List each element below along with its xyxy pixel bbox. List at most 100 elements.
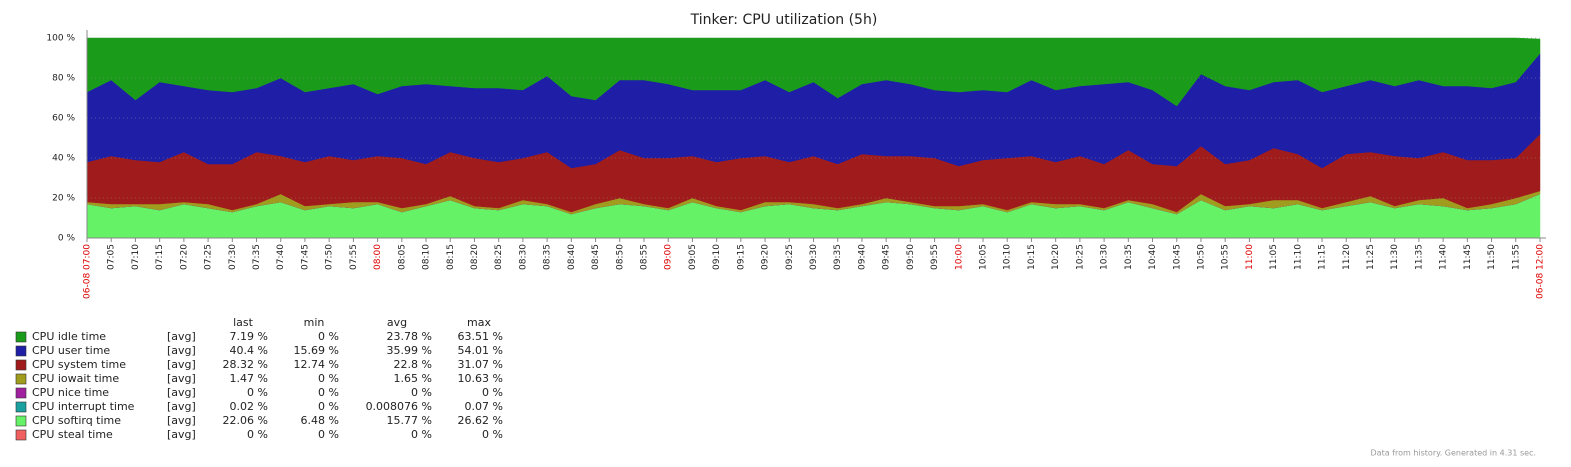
legend-header: min bbox=[304, 316, 325, 329]
x-tick-label: 11:20 bbox=[1342, 244, 1352, 270]
legend-stat: 0 % bbox=[411, 386, 432, 399]
legend-func: [avg] bbox=[167, 344, 196, 357]
x-tick-label: 07:35 bbox=[252, 244, 262, 270]
x-tick-label: 07:55 bbox=[349, 244, 359, 270]
legend-stat: 1.65 % bbox=[394, 372, 432, 385]
x-tick-label: 08:50 bbox=[615, 244, 625, 270]
x-tick-label: 09:20 bbox=[761, 244, 771, 270]
x-tick-label: 07:20 bbox=[179, 244, 189, 270]
legend-stat: 54.01 % bbox=[458, 344, 503, 357]
legend-func: [avg] bbox=[167, 386, 196, 399]
x-tick-label: 09:50 bbox=[906, 244, 916, 270]
y-tick-label: 80 % bbox=[52, 74, 75, 84]
x-tick-label: 11:30 bbox=[1390, 244, 1400, 270]
chart-title: Tinker: CPU utilization (5h) bbox=[690, 12, 878, 28]
legend-stat: 22.06 % bbox=[223, 414, 268, 427]
legend-stat: 0.008076 % bbox=[366, 400, 432, 413]
legend-stat: 0 % bbox=[318, 400, 339, 413]
x-tick-label: 09:00 bbox=[664, 244, 674, 270]
x-tick-label: 10:35 bbox=[1124, 244, 1134, 270]
x-tick-label: 11:10 bbox=[1293, 244, 1303, 270]
legend-stat: 0 % bbox=[318, 428, 339, 441]
legend-name: CPU softirq time bbox=[32, 414, 121, 427]
legend-stat: 0 % bbox=[482, 428, 503, 441]
legend-name: CPU iowait time bbox=[32, 372, 119, 385]
x-tick-label: 07:25 bbox=[204, 244, 214, 270]
y-tick-label: 0 % bbox=[58, 234, 76, 244]
legend-swatch bbox=[15, 401, 27, 413]
x-tick-label: 09:40 bbox=[857, 244, 867, 270]
legend-stat: 0 % bbox=[318, 330, 339, 343]
y-tick-label: 100 % bbox=[46, 34, 75, 44]
legend-header: avg bbox=[387, 316, 407, 329]
x-tick-label: 07:05 bbox=[107, 244, 117, 270]
legend-stat: 1.47 % bbox=[230, 372, 268, 385]
x-tick-label: 09:15 bbox=[736, 244, 746, 270]
x-tick-label: 10:10 bbox=[1003, 244, 1013, 270]
x-tick-label: 09:10 bbox=[712, 244, 722, 270]
x-tick-label: 10:00 bbox=[954, 244, 964, 270]
legend-name: CPU user time bbox=[32, 344, 110, 357]
legend-stat: 0 % bbox=[247, 386, 268, 399]
x-tick-label: 08:55 bbox=[639, 244, 649, 270]
legend-name: CPU interrupt time bbox=[32, 400, 135, 413]
x-tick-label: 10:25 bbox=[1075, 244, 1085, 270]
x-tick-label: 10:05 bbox=[979, 244, 989, 270]
x-tick-label: 10:45 bbox=[1172, 244, 1182, 270]
legend-name: CPU system time bbox=[32, 358, 126, 371]
x-tick-label: 11:25 bbox=[1366, 244, 1376, 270]
x-tick-label: 09:25 bbox=[785, 244, 795, 270]
legend-stat: 26.62 % bbox=[458, 414, 503, 427]
legend-stat: 6.48 % bbox=[301, 414, 339, 427]
legend-header: last bbox=[233, 316, 254, 329]
x-tick-label: 10:50 bbox=[1196, 244, 1206, 270]
legend-stat: 0 % bbox=[318, 372, 339, 385]
legend-stat: 63.51 % bbox=[458, 330, 503, 343]
x-tick-label: 10:55 bbox=[1221, 244, 1231, 270]
x-tick-label: 11:15 bbox=[1318, 244, 1328, 270]
legend-stat: 0 % bbox=[411, 428, 432, 441]
x-tick-label: 11:40 bbox=[1439, 244, 1449, 270]
x-tick-label: 08:25 bbox=[494, 244, 504, 270]
x-tick-label: 08:05 bbox=[397, 244, 407, 270]
legend-stat: 10.63 % bbox=[458, 372, 503, 385]
x-tick-label: 08:00 bbox=[373, 244, 383, 270]
legend-swatch bbox=[15, 429, 27, 441]
legend-stat: 0.07 % bbox=[465, 400, 503, 413]
x-tick-label: 07:10 bbox=[131, 244, 141, 270]
legend-stat: 40.4 % bbox=[230, 344, 268, 357]
x-tick-label: 10:15 bbox=[1027, 244, 1037, 270]
x-tick-label: 08:10 bbox=[422, 244, 432, 270]
x-tick-label: 07:50 bbox=[325, 244, 335, 270]
x-tick-label: 08:15 bbox=[446, 244, 456, 270]
legend-func: [avg] bbox=[167, 414, 196, 427]
y-tick-label: 40 % bbox=[52, 154, 75, 164]
x-tick-label: 07:45 bbox=[300, 244, 310, 270]
x-tick-label: 08:40 bbox=[567, 244, 577, 270]
x-tick-label: 10:40 bbox=[1148, 244, 1158, 270]
legend-stat: 31.07 % bbox=[458, 358, 503, 371]
legend-swatch bbox=[15, 359, 27, 371]
legend-stat: 0 % bbox=[318, 386, 339, 399]
legend-header: max bbox=[467, 316, 491, 329]
legend-swatch bbox=[15, 387, 27, 399]
x-tick-label: 08:35 bbox=[543, 244, 553, 270]
y-tick-label: 20 % bbox=[52, 194, 75, 204]
legend-stat: 22.8 % bbox=[394, 358, 432, 371]
legend-func: [avg] bbox=[167, 400, 196, 413]
x-tick-label: 09:05 bbox=[688, 244, 698, 270]
legend-stat: 23.78 % bbox=[387, 330, 432, 343]
legend-stat: 0 % bbox=[482, 386, 503, 399]
x-tick-label: 09:30 bbox=[809, 244, 819, 270]
x-tick-label: 07:30 bbox=[228, 244, 238, 270]
x-tick-label: 09:35 bbox=[833, 244, 843, 270]
y-tick-label: 60 % bbox=[52, 114, 75, 124]
x-tick-label: 11:45 bbox=[1463, 244, 1473, 270]
legend-stat: 7.19 % bbox=[230, 330, 268, 343]
x-tick-label: 07:15 bbox=[155, 244, 165, 270]
x-tick-label: 09:55 bbox=[930, 244, 940, 270]
legend-stat: 35.99 % bbox=[387, 344, 432, 357]
x-tick-label: 11:50 bbox=[1487, 244, 1497, 270]
